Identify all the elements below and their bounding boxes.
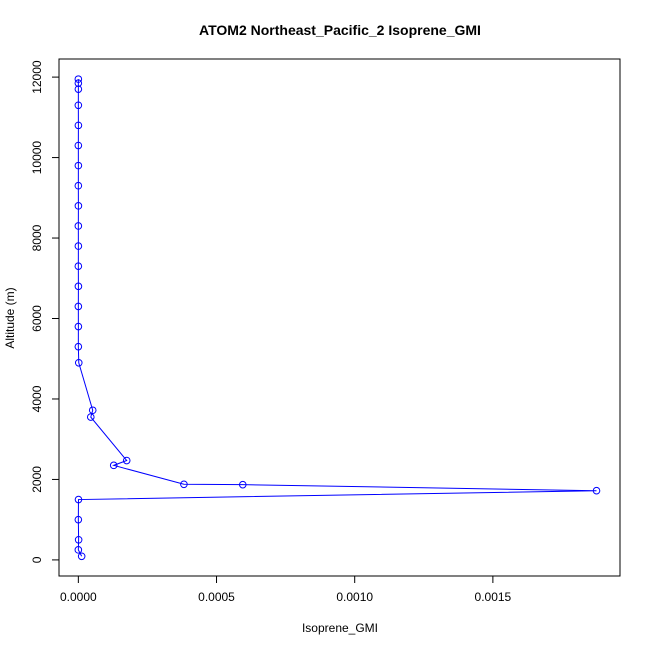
data-point xyxy=(74,302,83,311)
data-point xyxy=(77,552,86,561)
data-point xyxy=(74,101,83,110)
data-point xyxy=(74,161,83,170)
series-line xyxy=(77,79,597,557)
data-point xyxy=(74,535,83,544)
data-point xyxy=(86,413,95,421)
data-point xyxy=(180,480,188,489)
data-point xyxy=(74,282,83,291)
x-tick-label: 0.0015 xyxy=(475,590,512,604)
chart-title: ATOM2 Northeast_Pacific_2 Isoprene_GMI xyxy=(199,22,481,38)
data-point xyxy=(74,85,83,93)
data-point xyxy=(74,181,83,190)
data-point xyxy=(74,222,83,230)
data-point xyxy=(74,322,83,331)
x-axis: 0.0000 0.0005 0.0010 0.0015 xyxy=(60,575,512,604)
data-point xyxy=(74,546,83,554)
y-tick-label: 6000 xyxy=(30,305,44,332)
data-point xyxy=(74,121,83,130)
y-axis-label: Altitude (m) xyxy=(3,287,17,348)
y-axis: 0 2000 4000 6000 8000 10000 12000 xyxy=(30,60,60,563)
data-point xyxy=(88,406,97,415)
x-tick-label: 0.0000 xyxy=(60,590,97,604)
data-point xyxy=(74,141,83,150)
data-point xyxy=(74,202,83,210)
data-point xyxy=(74,342,83,351)
data-point xyxy=(74,79,83,87)
y-tick-label: 2000 xyxy=(30,466,44,493)
data-point xyxy=(74,515,83,524)
data-point xyxy=(74,262,83,271)
x-tick-label: 0.0010 xyxy=(336,590,373,604)
data-point xyxy=(74,75,83,83)
y-tick-label: 12000 xyxy=(30,60,44,94)
data-point xyxy=(74,242,83,250)
data-point xyxy=(122,456,131,465)
x-tick-label: 0.0005 xyxy=(198,590,235,604)
y-tick-label: 0 xyxy=(30,556,44,563)
data-point xyxy=(74,358,83,367)
data-point xyxy=(109,461,118,470)
y-tick-label: 8000 xyxy=(30,224,44,251)
data-point xyxy=(238,480,247,489)
data-point xyxy=(592,486,601,495)
data-point xyxy=(74,495,83,504)
series-layer xyxy=(74,75,601,561)
y-tick-label: 10000 xyxy=(30,141,44,175)
y-tick-label: 4000 xyxy=(30,385,44,412)
x-axis-label: Isoprene_GMI xyxy=(302,621,378,635)
